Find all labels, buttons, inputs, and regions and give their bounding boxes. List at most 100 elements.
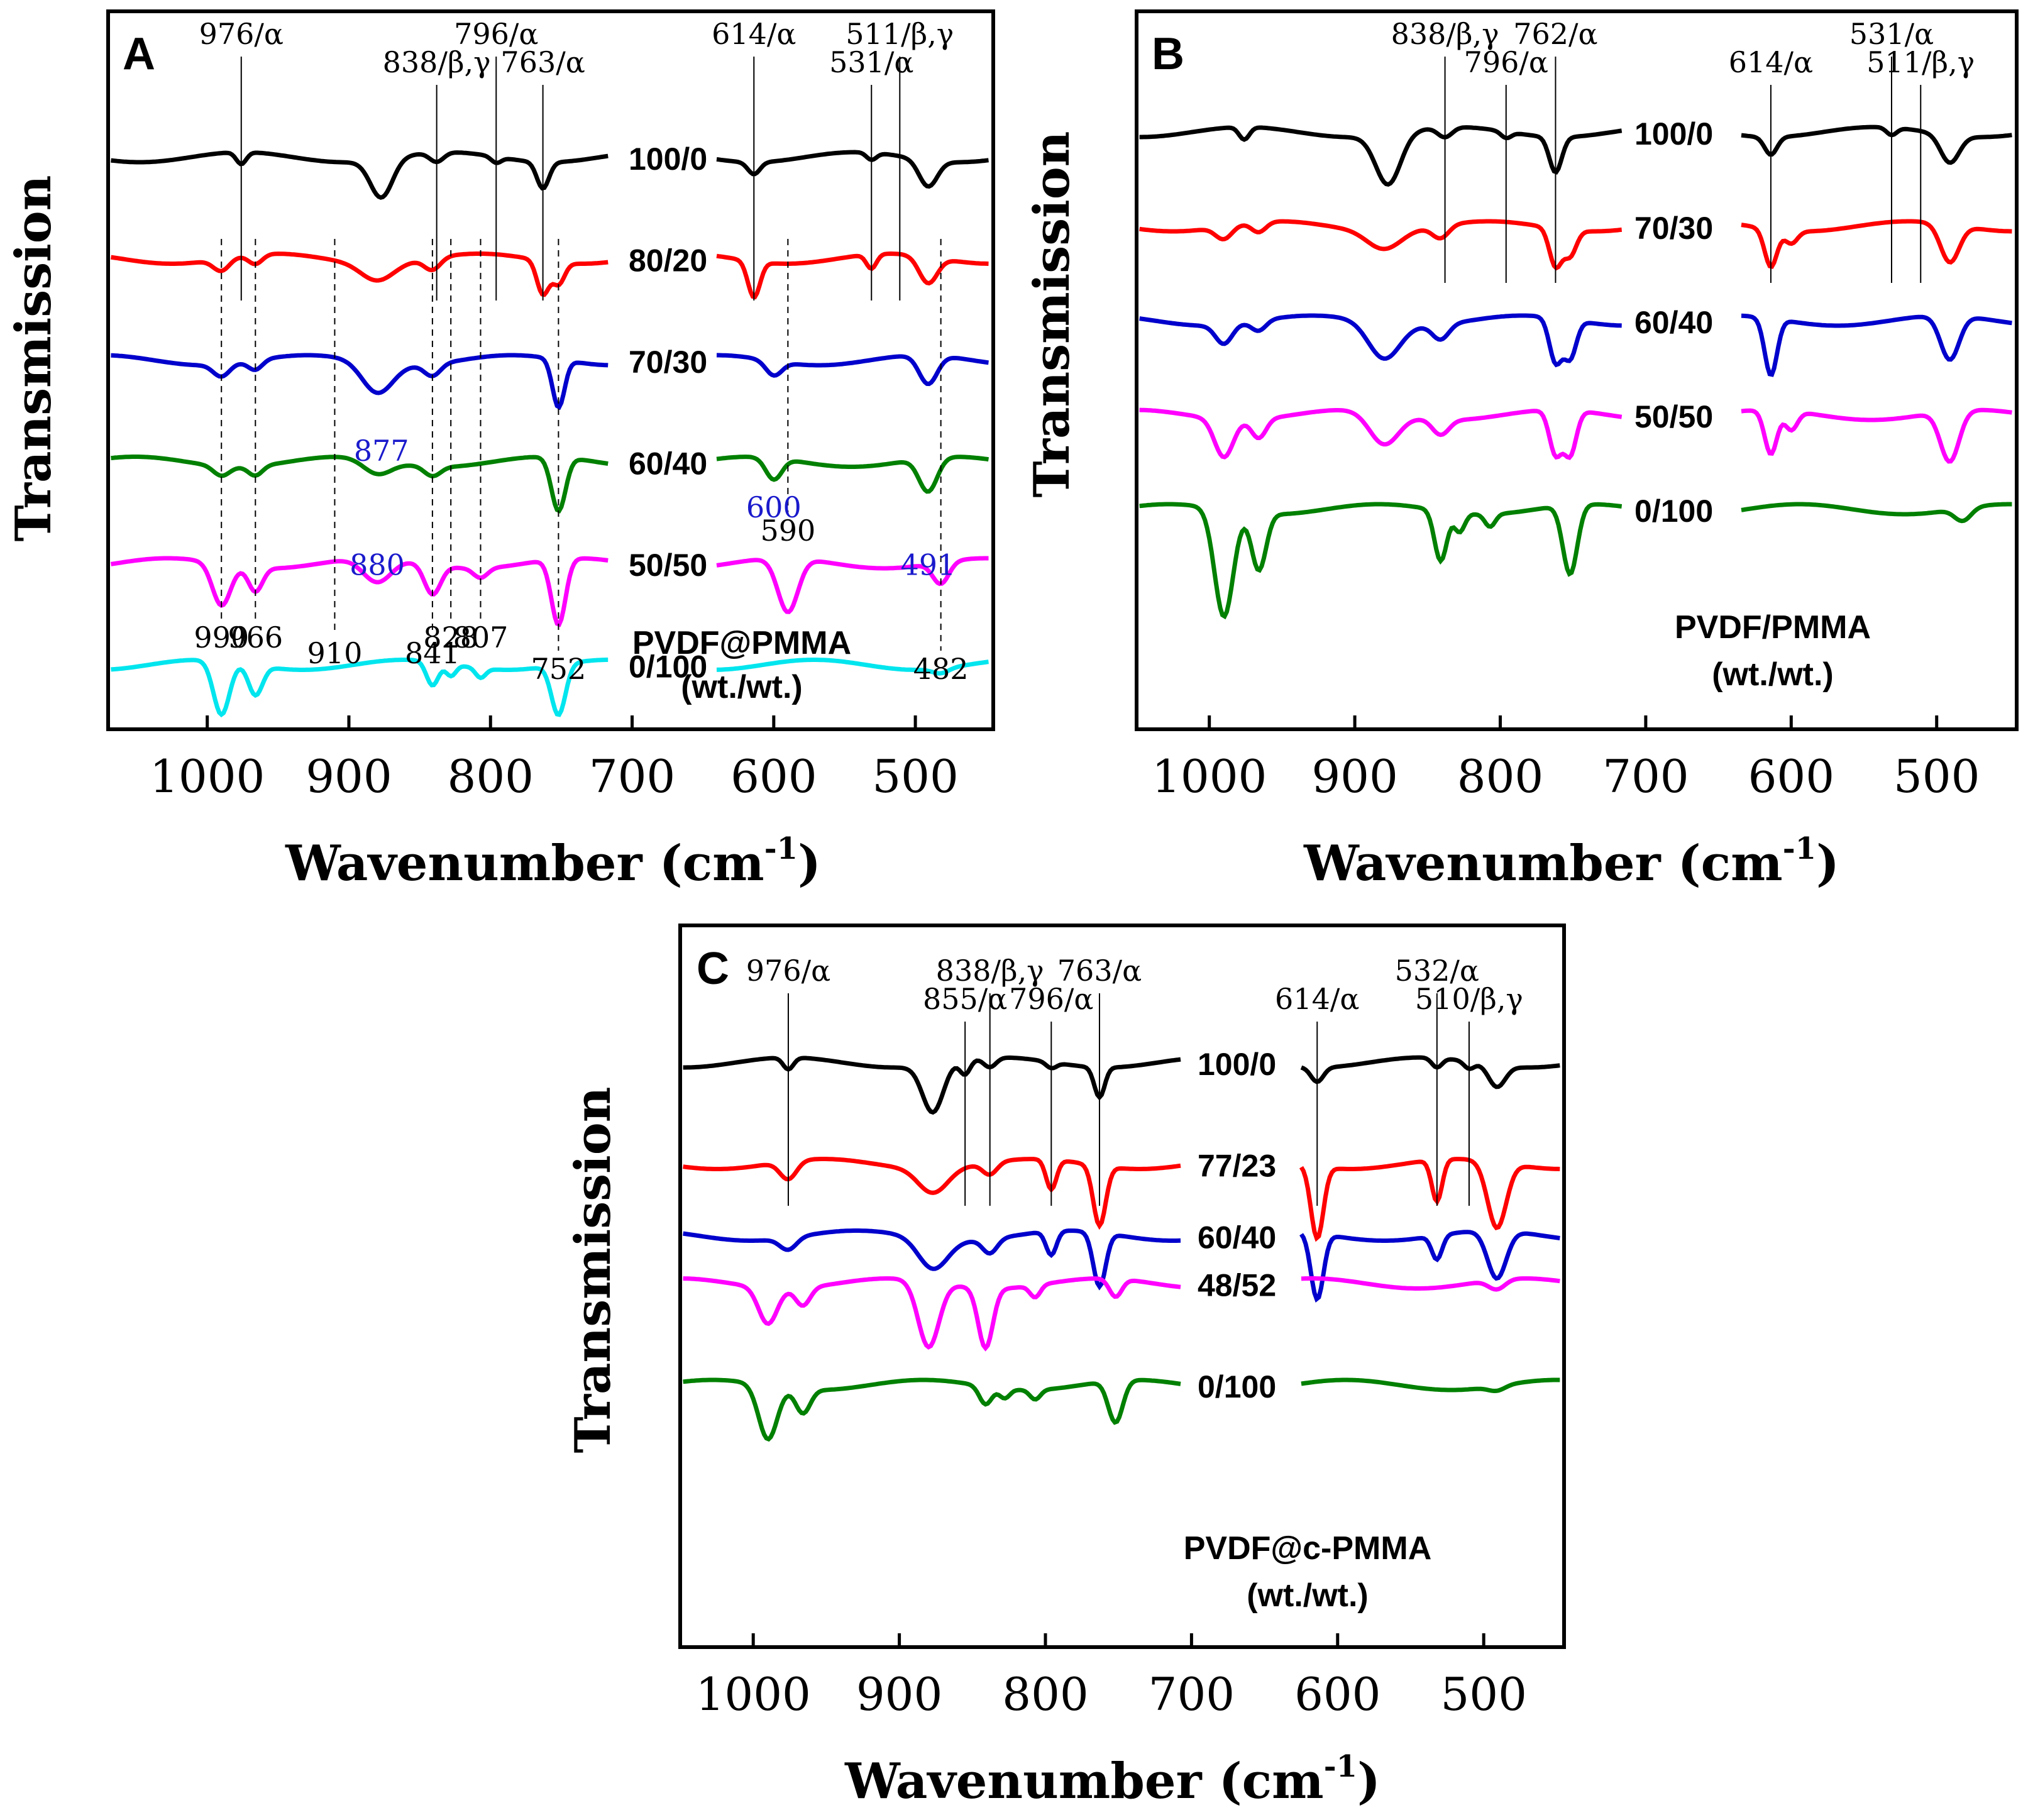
spectrum-line-100-0 [1139,125,1623,187]
x-tick-label: 500 [1893,750,1980,803]
peak-annotation: 976/α [746,954,830,988]
spectrum-line-100-0-low [1741,124,2012,165]
x-tick-label: 1000 [150,750,265,803]
spectrum-line-48-52-low [1301,1276,1560,1292]
peak-annotation-bottom: 828 [423,620,478,654]
spectrum-line-77-23 [683,1157,1181,1230]
spectrum-line-0-100 [1139,502,1623,620]
x-tick-label: 800 [1457,750,1543,803]
spectrum-line-60-40-low [1741,313,2012,377]
peak-annotation: 976/α [199,17,284,51]
peak-annotation: 796/α [454,17,538,51]
spectrum-line-70-30-low [717,353,989,387]
spectrum-line-80-20-low [716,251,989,300]
panel-a-legend-line-1: PVDF@PMMA [632,625,851,661]
x-tick-label: 900 [306,750,392,803]
spectrum-line-0-100-low [716,658,989,676]
panel-a-xlabel: Wavenumber (cm-1) [285,831,821,892]
x-tick-label: 500 [1440,1668,1526,1721]
peak-annotation: 511/β,γ [846,17,954,51]
peak-annotation-bottom: 807 [453,620,509,654]
peak-annotation-bottom: 841 [405,636,460,670]
series-label: 100/0 [629,141,707,177]
series-label: 77/23 [1198,1149,1276,1184]
peak-annotation-bottom: 590 [760,514,815,548]
spectrum-line-60-40-low [716,455,989,494]
peak-annotation: 855/α [923,982,1007,1016]
peak-annotation-bottom: 752 [531,652,586,686]
series-label: 60/40 [1634,305,1713,340]
panel-b-legend-line-1: PVDF/PMMA [1675,609,1871,646]
peak-annotation: 838/β,γ [383,45,491,79]
x-tick-label: 1000 [696,1668,811,1721]
panel-a-frame [106,9,995,731]
peak-annotation-blue: 491 [900,548,956,582]
spectrum-line-70-30 [111,353,609,411]
series-label: 50/50 [629,548,707,583]
spectrum-line-60-40 [111,455,609,514]
series-label: 48/52 [1198,1268,1276,1303]
peak-annotation: 614/α [1275,982,1359,1016]
series-label: 70/30 [1634,211,1713,246]
spectrum-line-100-0 [111,150,609,200]
panel-b-ylabel: Transmission [1023,131,1081,498]
panel-c: C 1000 900 800 700 600 500 100/0 77/23 60/40 48/5… [565,924,1566,1810]
peak-annotation-blue: 600 [746,490,802,524]
peak-annotation: 838/β,γ [1391,17,1499,51]
panel-a-legend-line-2: (wt./wt.) [681,669,803,705]
peak-annotation-bottom: 990 [194,620,249,654]
panel-c-frame [678,924,1566,1649]
panel-c-legend-line-2: (wt./wt.) [1247,1577,1369,1614]
panel-a-plot: 1000 900 800 700 600 500 100/0 80/20 70/30 60/40 5… [110,17,989,803]
series-label: 0/100 [1198,1369,1276,1404]
spectrum-line-0-100 [111,658,609,718]
spectrum-line-60-40 [1139,313,1622,368]
peak-annotation: 614/α [712,17,796,51]
peak-annotation: 763/α [500,45,585,79]
series-label: 70/30 [629,345,707,380]
spectrum-line-48-52 [683,1276,1181,1352]
spectrum-line-0-100 [683,1377,1181,1442]
series-label: 0/100 [1634,494,1713,529]
x-tick-label: 600 [1748,750,1834,803]
peak-annotation: 511/β,γ [1866,45,1975,79]
spectrum-line-100-0-low [1300,1055,1560,1089]
panel-b-legend-line-2: (wt./wt.) [1712,656,1834,693]
panel-c-xlabel: Wavenumber (cm-1) [844,1749,1380,1810]
peak-annotation: 614/α [1729,45,1813,79]
x-tick-label: 600 [730,750,817,803]
spectrum-line-50-50-low [716,556,989,614]
panel-b-plot: 1000 900 800 700 600 500 100/0 70/30 60/40 50/50 0… [1139,17,2012,803]
spectrum-line-60-40-low [1299,1230,1560,1303]
panel-a-ylabel: Transmission [5,175,62,542]
series-label: 60/40 [1198,1220,1276,1255]
peak-annotation-bottom: 910 [307,636,363,670]
peak-annotation-bottom: 482 [913,652,969,686]
peak-annotation-blue: 880 [350,548,405,582]
series-label: 60/40 [629,446,707,482]
peak-annotation: 796/α [1009,982,1093,1016]
panel-c-ylabel: Transmission [565,1087,622,1453]
x-tick-label: 800 [448,750,534,803]
panel-b: B 1000 900 800 700 600 500 100/0 70/30 60/40 50/5… [1023,9,2019,892]
peak-annotation: 510/β,γ [1415,982,1523,1016]
series-label: 50/50 [1634,399,1713,434]
spectrum-line-60-40 [683,1228,1181,1291]
spectrum-line-70-30 [1139,219,1623,271]
panel-a-letter: A [123,29,155,79]
spectrum-line-80-20 [110,251,609,297]
panel-c-letter: C [697,944,729,994]
peak-annotation-blue: 877 [354,434,409,468]
x-tick-label: 1000 [1152,750,1267,803]
x-tick-label: 600 [1294,1668,1380,1721]
peak-annotation: 532/α [1395,954,1479,988]
panel-a: A 1000 900 800 700 600 500 100/0 80/20 70/30 60/4… [5,9,995,892]
x-tick-label: 700 [1602,750,1689,803]
spectrum-line-50-50-low [1741,407,2012,464]
series-label: 100/0 [1634,116,1713,152]
peak-annotation: 762/α [1513,17,1597,51]
peak-annotation: 763/α [1057,954,1142,988]
spectrum-line-50-50 [110,556,609,627]
x-tick-label: 700 [1149,1668,1235,1721]
